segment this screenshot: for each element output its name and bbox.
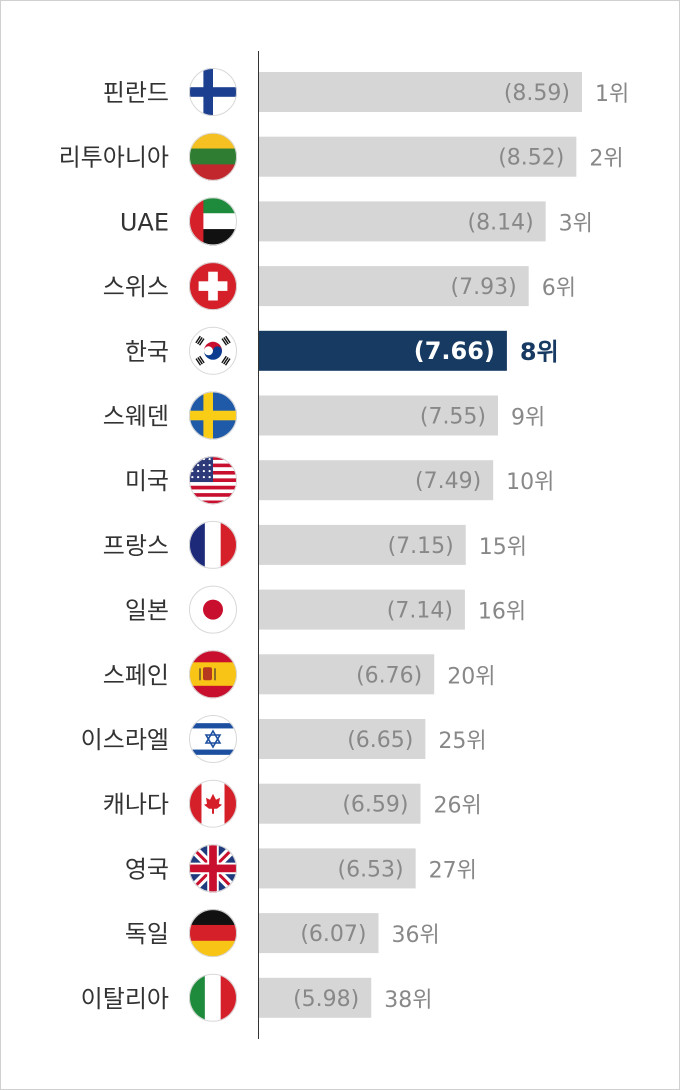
switzerland-flag-icon — [189, 262, 237, 311]
country-label: 스웨덴 — [103, 403, 169, 431]
rank-label: 25위 — [438, 729, 486, 754]
value-label: (7.55) — [420, 405, 486, 430]
value-label: (6.53) — [337, 857, 403, 882]
bar — [259, 913, 379, 954]
country-label: 영국 — [125, 855, 169, 883]
country-label: 미국 — [125, 467, 169, 495]
flag-border — [189, 391, 237, 440]
value-label: (8.59) — [504, 81, 570, 106]
rank-label: 8위 — [520, 338, 559, 366]
bar — [259, 719, 426, 759]
rank-label: 2위 — [589, 147, 623, 172]
rank-label: 27위 — [429, 858, 477, 883]
rank-label: 38위 — [384, 988, 432, 1013]
bar — [259, 136, 577, 177]
country-label: UAE — [120, 208, 169, 236]
uk-flag-icon — [189, 844, 237, 893]
country-label: 핀란드 — [103, 79, 169, 107]
rank-label: 26위 — [434, 794, 482, 819]
value-label: (7.93) — [451, 275, 517, 300]
value-label: (7.66) — [414, 337, 495, 365]
value-label: (5.98) — [293, 987, 359, 1012]
flag-border — [189, 262, 237, 311]
country-label: 독일 — [125, 920, 169, 948]
flag-border — [189, 779, 237, 828]
bar — [259, 524, 466, 565]
japan-flag-icon — [189, 585, 237, 634]
flag-border — [189, 132, 237, 181]
country-label: 캐나다 — [103, 791, 169, 819]
flag-border — [189, 973, 237, 1022]
flag-border — [189, 844, 237, 893]
value-label: (7.14) — [387, 599, 453, 624]
bar — [259, 977, 372, 1018]
israel-flag-icon — [189, 715, 237, 763]
value-label: (8.52) — [498, 146, 564, 171]
flag-border — [189, 456, 237, 505]
country-label: 스페인 — [103, 661, 169, 689]
value-label: (7.49) — [415, 469, 481, 494]
bar — [259, 783, 421, 824]
country-label: 프랑스 — [103, 532, 169, 560]
flag-border — [189, 650, 237, 699]
rank-label: 3위 — [559, 211, 593, 236]
bar — [259, 654, 435, 695]
bar — [259, 589, 465, 630]
value-label: (6.59) — [342, 793, 408, 818]
finland-flag-icon — [189, 68, 237, 116]
flag-border — [189, 520, 237, 569]
bar — [259, 266, 529, 307]
value-label: (6.76) — [356, 663, 422, 688]
bar — [259, 201, 546, 242]
rank-label: 1위 — [595, 82, 629, 107]
value-label: (7.15) — [388, 534, 454, 559]
country-label: 한국 — [125, 338, 169, 366]
korea-flag-icon — [189, 326, 237, 375]
rank-label: 9위 — [511, 406, 545, 431]
value-label: (6.65) — [347, 728, 413, 753]
rank-label: 15위 — [479, 535, 527, 560]
sweden-flag-icon — [189, 391, 237, 440]
bar-highlight — [259, 330, 507, 371]
flag-border — [189, 715, 237, 763]
flag-border — [189, 68, 237, 116]
country-label: 이스라엘 — [81, 726, 169, 754]
bar — [259, 72, 582, 112]
rank-label: 10위 — [506, 470, 554, 495]
value-label: (6.07) — [300, 922, 366, 947]
bar — [259, 395, 499, 436]
rank-label: 6위 — [542, 276, 576, 301]
rank-label: 16위 — [478, 600, 526, 625]
country-label: 스위스 — [103, 273, 169, 301]
bar — [259, 460, 494, 501]
flag-border — [189, 197, 237, 246]
country-label: 일본 — [125, 597, 169, 625]
rank-label: 20위 — [447, 664, 495, 689]
bar — [259, 848, 416, 889]
flag-border — [189, 585, 237, 634]
rank-label: 36위 — [392, 923, 440, 948]
country-label: 리투아니아 — [59, 144, 169, 172]
country-label: 이탈리아 — [81, 985, 169, 1013]
value-label: (8.14) — [468, 210, 534, 235]
flag-border — [189, 326, 237, 375]
flag-border — [189, 909, 237, 958]
